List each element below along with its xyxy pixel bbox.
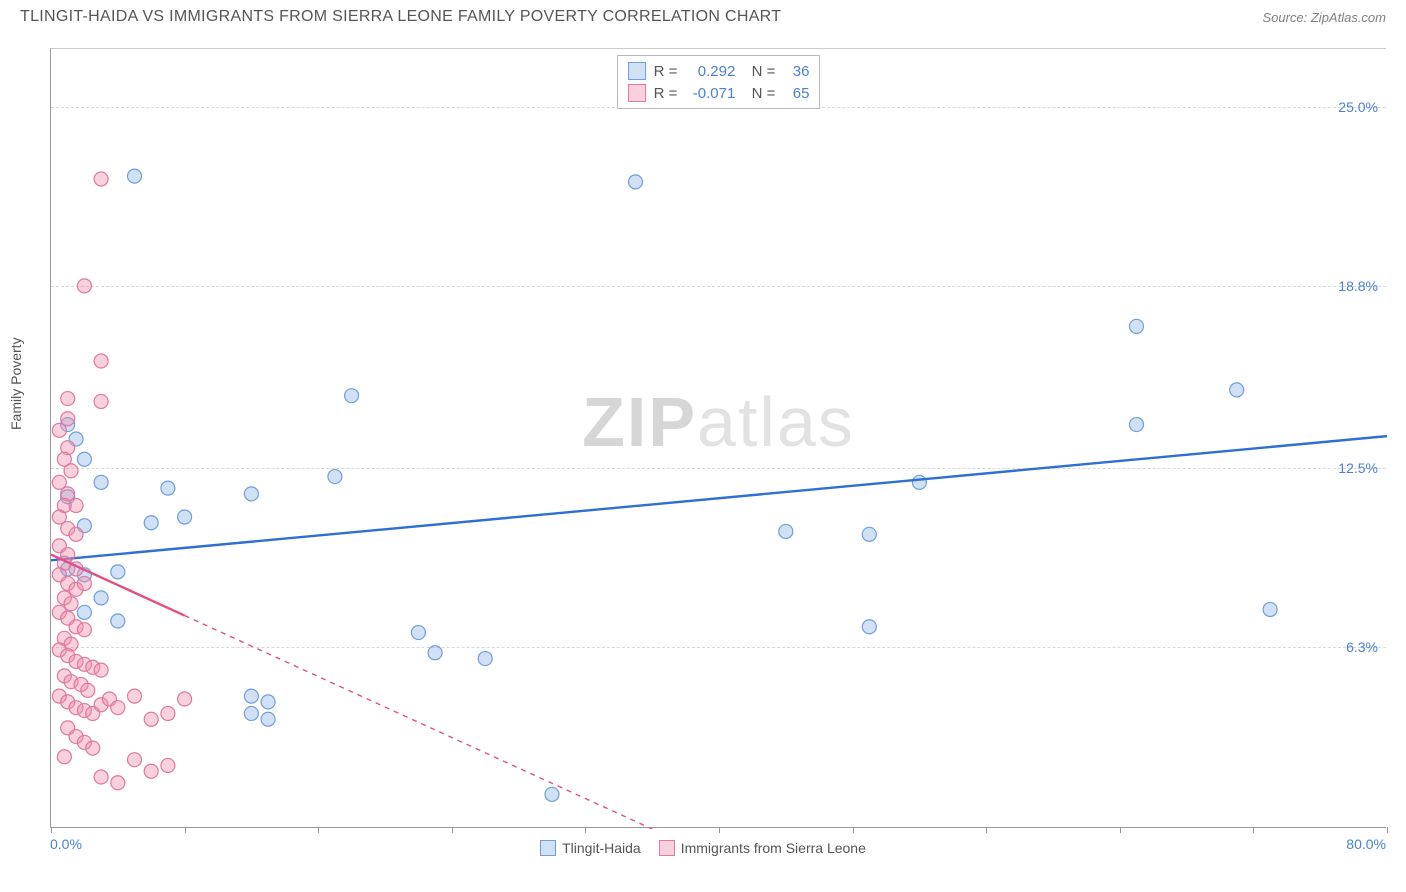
- scatter-svg: [51, 49, 1387, 829]
- swatch-icon: [628, 84, 646, 102]
- swatch-icon: [540, 840, 556, 856]
- chart-title: TLINGIT-HAIDA VS IMMIGRANTS FROM SIERRA …: [20, 8, 781, 26]
- stat-row-series-2: R = -0.071 N = 65: [628, 82, 810, 104]
- legend-item-series-2: Immigrants from Sierra Leone: [659, 840, 866, 856]
- correlation-stats-box: R = 0.292 N = 36 R = -0.071 N = 65: [617, 55, 821, 109]
- legend: Tlingit-Haida Immigrants from Sierra Leo…: [0, 840, 1406, 856]
- legend-item-series-1: Tlingit-Haida: [540, 840, 641, 856]
- stat-row-series-1: R = 0.292 N = 36: [628, 60, 810, 82]
- swatch-icon: [659, 840, 675, 856]
- swatch-icon: [628, 62, 646, 80]
- y-axis-label: Family Poverty: [8, 337, 24, 430]
- source-label: Source: ZipAtlas.com: [1262, 10, 1386, 25]
- chart-plot-area: ZIPatlas R = 0.292 N = 36 R = -0.071 N =…: [50, 48, 1386, 828]
